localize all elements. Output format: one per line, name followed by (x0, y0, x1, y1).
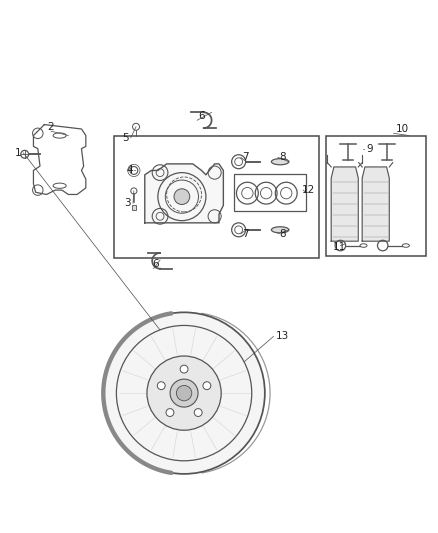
Ellipse shape (272, 227, 289, 233)
Circle shape (232, 223, 246, 237)
Text: 2: 2 (48, 122, 54, 132)
Circle shape (180, 365, 188, 373)
Bar (114, 135, 319, 258)
Text: 8: 8 (279, 152, 286, 163)
Polygon shape (331, 167, 358, 241)
Text: 10: 10 (396, 124, 409, 134)
Circle shape (103, 312, 265, 474)
Polygon shape (362, 167, 389, 241)
Text: 6: 6 (198, 111, 205, 121)
Polygon shape (145, 164, 223, 223)
Text: 5: 5 (122, 133, 128, 143)
Circle shape (147, 356, 221, 430)
Bar (132, 205, 136, 210)
Text: 4: 4 (126, 165, 133, 175)
Ellipse shape (272, 159, 289, 165)
Circle shape (133, 123, 140, 130)
Text: 7: 7 (242, 152, 248, 163)
Circle shape (232, 155, 246, 169)
Text: 8: 8 (279, 229, 286, 239)
Text: 9: 9 (366, 143, 373, 154)
Bar (326, 135, 426, 256)
Text: 7: 7 (242, 229, 248, 239)
Circle shape (21, 150, 28, 158)
Bar (234, 174, 306, 212)
Text: 1: 1 (15, 148, 21, 158)
Circle shape (130, 166, 138, 174)
Circle shape (203, 382, 211, 390)
Circle shape (177, 385, 192, 401)
Text: 12: 12 (302, 185, 315, 195)
Circle shape (170, 379, 198, 407)
Text: 13: 13 (276, 332, 289, 341)
Text: 3: 3 (124, 198, 131, 208)
Circle shape (117, 326, 252, 461)
Circle shape (157, 382, 165, 390)
Circle shape (174, 189, 190, 205)
Text: 6: 6 (152, 260, 159, 269)
Circle shape (166, 409, 174, 416)
Circle shape (131, 188, 137, 194)
Text: 11: 11 (332, 242, 346, 252)
Circle shape (194, 409, 202, 416)
